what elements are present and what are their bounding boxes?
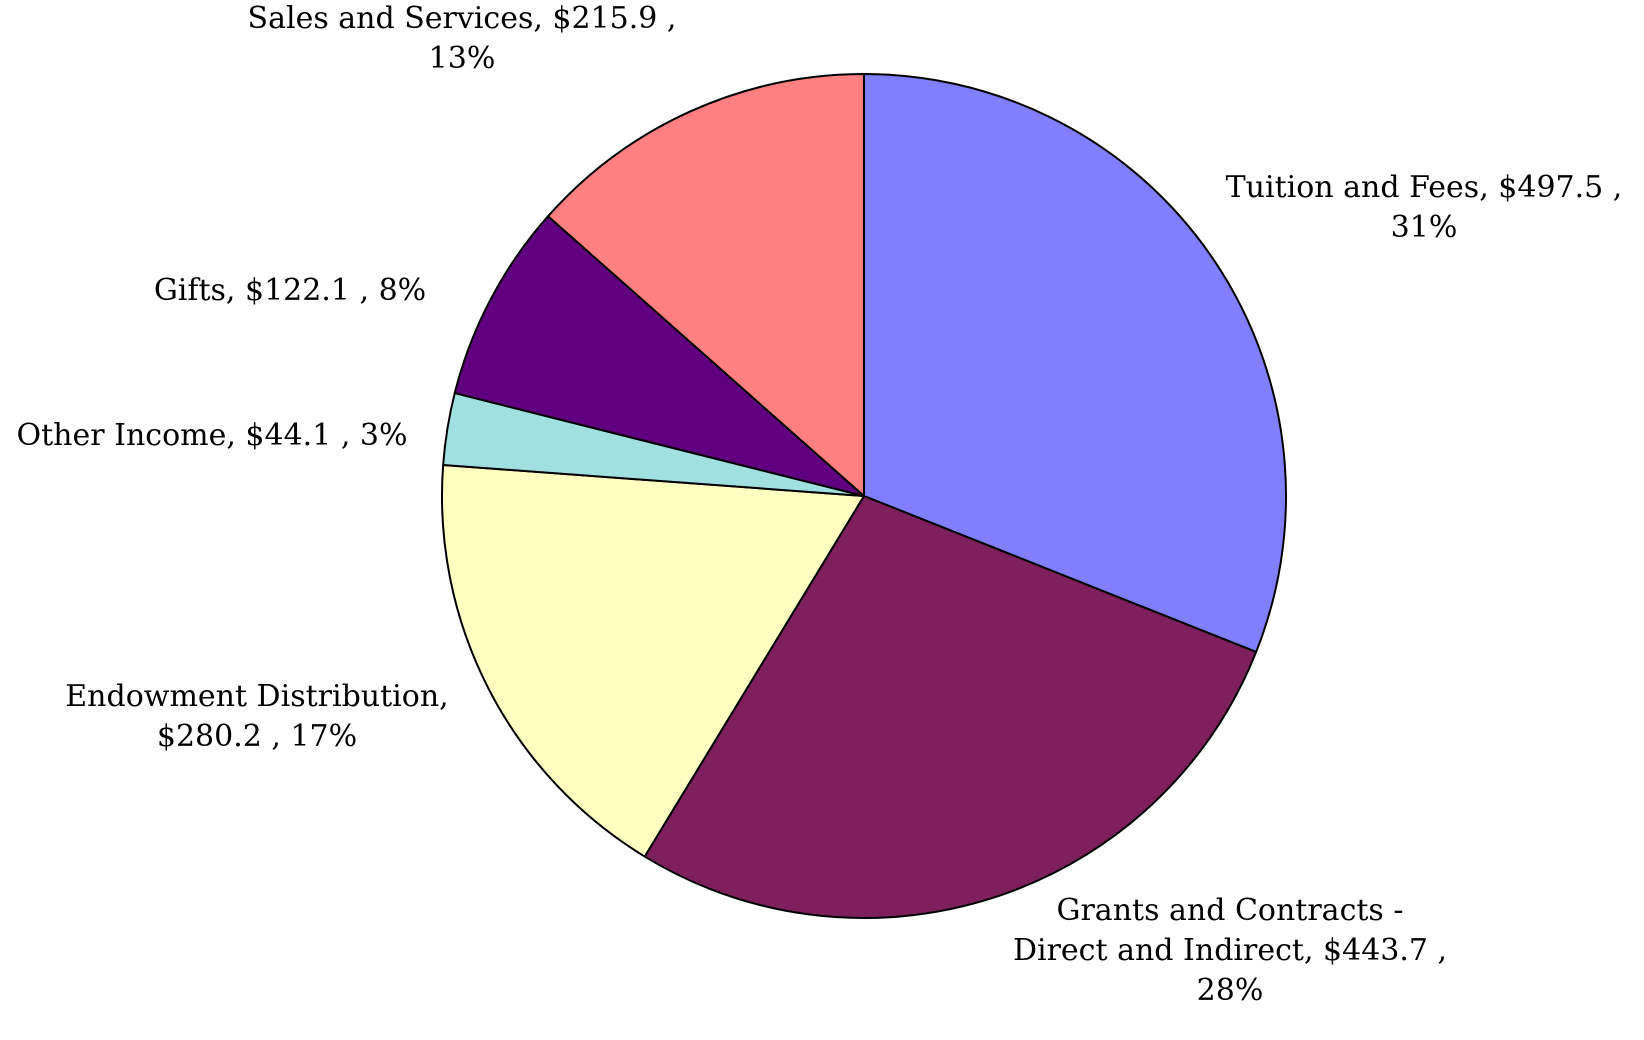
data-label-grants-and-contracts-direct-and-indirect: Grants and Contracts - Direct and Indirec… — [1013, 893, 1447, 1008]
data-label-line: 13% — [429, 41, 496, 76]
data-label-line: Grants and Contracts - — [1057, 893, 1404, 928]
data-label-line: 31% — [1391, 210, 1458, 245]
data-label-line: Sales and Services, $215.9 , — [248, 1, 677, 36]
data-label-line: Gifts, $122.1 , 8% — [154, 273, 426, 308]
slices-layer — [441, 73, 1287, 919]
data-label-gifts: Gifts, $122.1 , 8% — [154, 273, 426, 308]
data-label-line: $280.2 , 17% — [157, 719, 357, 754]
data-label-line: Direct and Indirect, $443.7 , — [1013, 933, 1447, 968]
data-label-other-income: Other Income, $44.1 , 3% — [17, 418, 408, 453]
data-label-line: Endowment Distribution, — [65, 679, 448, 714]
pie-slice-gifts — [453, 215, 865, 497]
data-label-endowment-distribution: Endowment Distribution, $280.2 , 17% — [65, 679, 448, 754]
pie-slice-endowment-distribution — [441, 463, 865, 858]
labels-layer: Tuition and Fees, $497.5 , 31% Grants and … — [17, 1, 1623, 1008]
data-label-line: 28% — [1197, 973, 1264, 1008]
data-label-sales-and-services: Sales and Services, $215.9 , 13% — [248, 1, 677, 76]
data-label-line: Other Income, $44.1 , 3% — [17, 418, 408, 453]
pie-slice-sales-and-services — [547, 73, 865, 497]
data-label-tuition-and-fees: Tuition and Fees, $497.5 , 31% — [1226, 170, 1623, 245]
pie-slice-tuition-and-fees — [863, 73, 1287, 653]
data-label-line: Tuition and Fees, $497.5 , — [1226, 170, 1623, 205]
pie-slice-grants-and-contracts-direct-and-indirect — [643, 495, 1258, 919]
